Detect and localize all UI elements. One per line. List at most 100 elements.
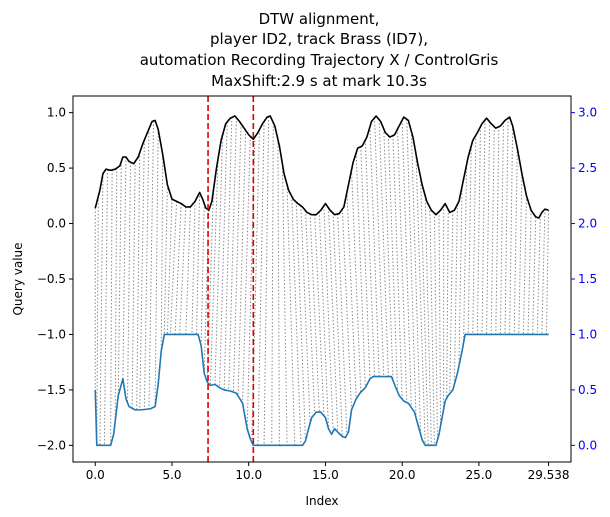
alignment-line [486,121,491,335]
alignment-line [131,161,136,409]
alignment-line [527,210,532,335]
alignment-line [522,195,527,335]
alignment-line [463,164,468,343]
title-line-3: automation Recording Trajectory X / Cont… [140,51,499,69]
alignment-line [453,204,458,385]
alignment-lines [94,116,550,446]
alignment-line [429,207,435,446]
alignment-line [481,120,486,335]
alignment-line [476,126,481,335]
alignment-line [160,154,164,352]
alignment-line [355,152,366,388]
y2-tick-label: 1.0 [578,327,597,341]
alignment-line [291,196,302,446]
alignment-line [420,177,429,446]
alignment-line [136,152,141,410]
title-line-2: player ID2, track Brass (ID7), [210,30,428,48]
y-tick-label: 0.5 [47,161,66,175]
x-tick-label: 20.0 [389,468,416,482]
alignment-line [397,128,408,403]
alignment-line [495,126,500,335]
alignment-line [410,131,422,435]
alignment-line [513,148,518,335]
alignment-line [401,120,412,408]
alignment-line [174,203,182,335]
alignment-line [242,136,251,404]
reference-line [94,333,549,447]
x-tick-label: 15.0 [312,468,339,482]
x-axis-label: Index [305,494,338,508]
alignment-line [179,206,187,335]
y2-tick-label: 2.0 [578,217,597,231]
alignment-line [114,168,118,422]
alignment-line [154,129,159,407]
alignment-line [472,135,477,335]
alignment-line [318,211,330,429]
alignment-line [378,119,389,377]
y-tick-label: −1.0 [37,327,66,341]
alignment-line [200,203,205,346]
alignment-line [458,186,463,366]
alignment-line [237,130,247,396]
alignment-line [223,117,233,390]
alignment-line [545,210,550,335]
x-tick-label: 29.538 [528,468,570,482]
alignment-line [126,162,132,403]
alignment-line [337,213,348,435]
title-line-4: MaxShift:2.9 s at mark 10.3s [211,72,427,90]
y2-tick-label: 2.5 [578,161,597,175]
y2-axis-ticks: 0.0 0.5 1.0 1.5 2.0 2.5 3.0 [571,106,597,452]
query-line [94,115,549,219]
alignment-line [509,125,514,335]
alignment-line [209,158,219,386]
alignment-line [103,169,109,446]
max-shift-markers [207,96,255,462]
alignment-line [143,128,150,410]
x-tick-label: 0.0 [86,468,105,482]
title-line-1: DTW alignment, [259,10,380,28]
alignment-line [392,135,403,400]
alignment-line [406,119,417,418]
alignment-line [295,202,306,441]
y-tick-label: −2.0 [37,438,66,452]
alignment-line [305,210,316,414]
alignment-line [504,118,509,335]
reference-series [94,333,549,447]
alignment-line [232,123,242,393]
alignment-line [346,192,357,399]
alignment-line [277,139,280,446]
alignment-line [286,184,296,446]
alignment-line [499,122,504,335]
alignment-line [148,120,155,409]
alignment-line [228,117,237,391]
alignment-line [536,215,541,335]
alignment-line [163,184,168,335]
x-tick-label: 10.0 [235,468,262,482]
alignment-line [96,196,99,446]
alignment-line [166,199,173,335]
alignment-line [257,121,265,446]
y-axis-ticks: −2.0 −1.5 −1.0 −0.5 0.0 0.5 1.0 [37,106,73,452]
alignment-line [122,156,127,379]
y2-tick-label: 0.5 [578,383,597,397]
alignment-line [219,121,228,388]
alignment-line [518,173,523,335]
alignment-line [281,164,288,446]
alignment-line [541,209,546,335]
alignment-line [446,209,449,399]
chart-title: DTW alignment, player ID2, track Brass (… [140,10,499,90]
x-tick-label: 25.0 [466,468,493,482]
alignment-line [139,139,145,410]
alignment-line [383,128,394,381]
alignment-line [387,135,399,392]
alignment-line [300,205,311,424]
y2-tick-label: 1.5 [578,272,597,286]
y-tick-label: 1.0 [47,106,66,120]
alignment-line [328,207,339,433]
alignment-line [341,209,353,410]
y-tick-label: −1.5 [37,383,66,397]
alignment-line [191,201,196,335]
alignment-line [364,139,376,377]
alignment-line [332,213,343,437]
